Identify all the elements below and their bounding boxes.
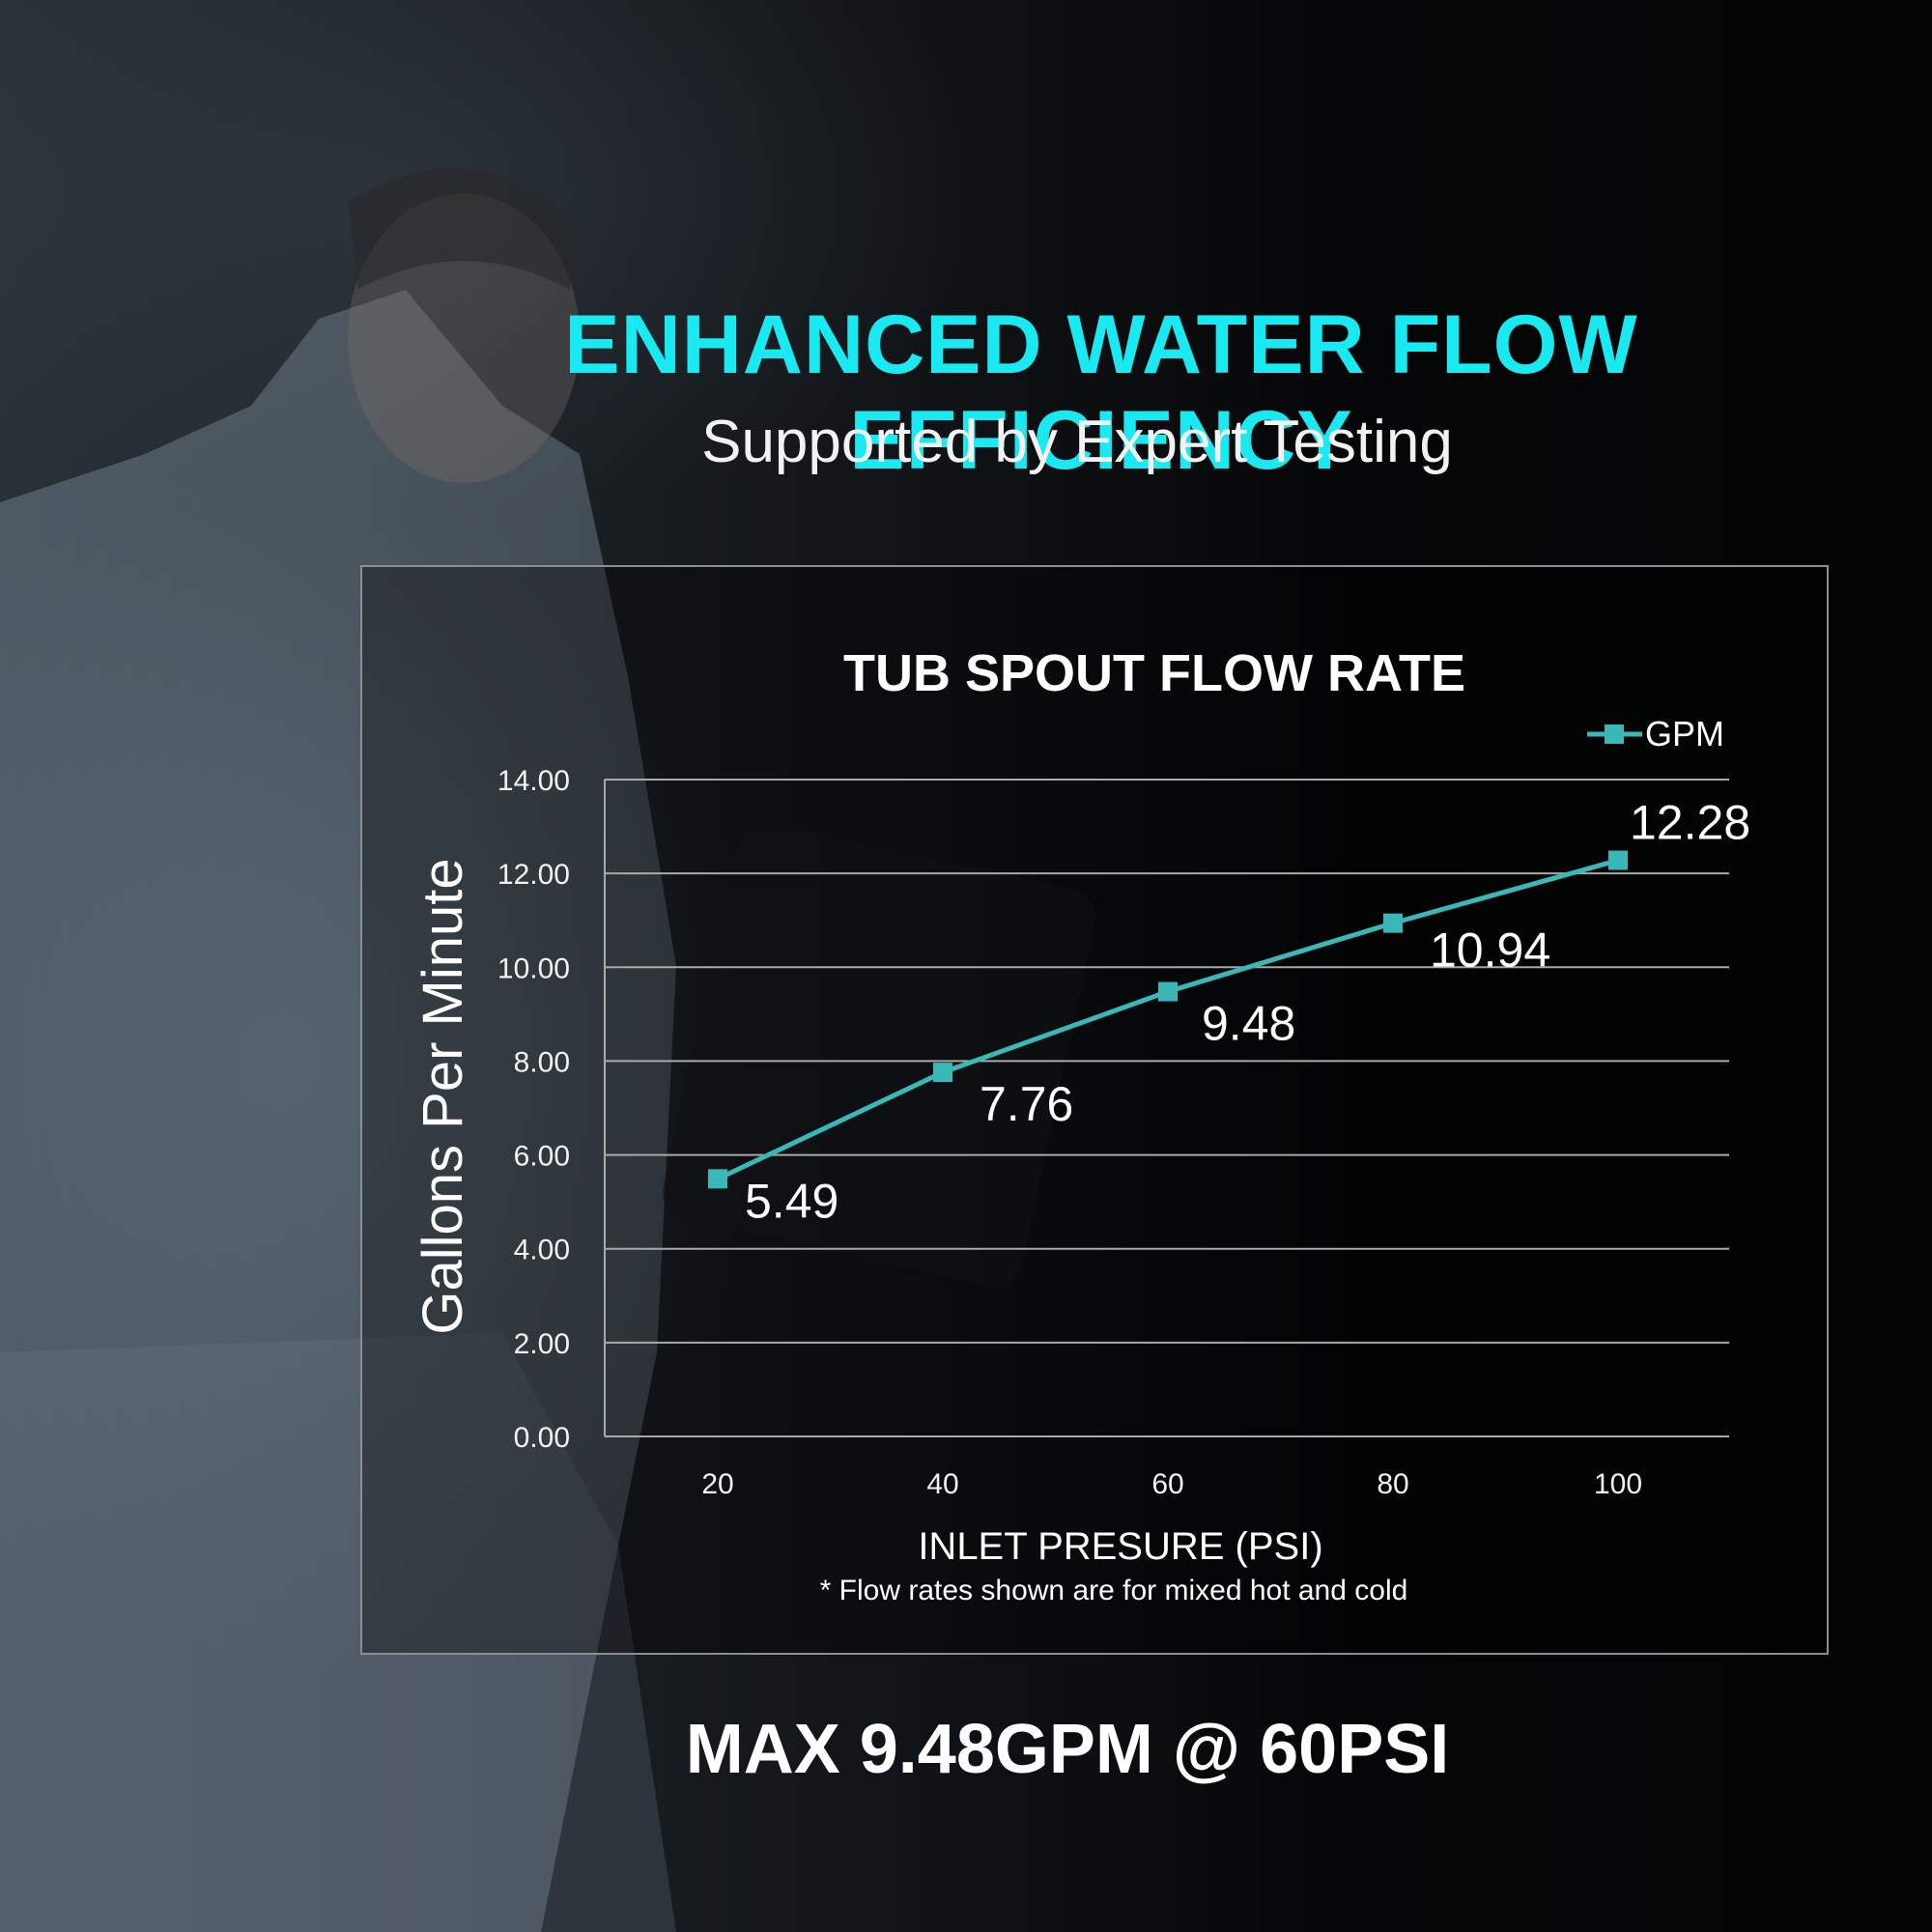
chart-title: TUB SPOUT FLOW RATE xyxy=(843,644,1465,702)
data-point xyxy=(933,1063,952,1083)
max-flow-claim: MAX 9.48GPM @ 60PSI xyxy=(685,1711,1450,1788)
data-label: 12.28 xyxy=(1630,796,1750,850)
y-tick-label: 10.00 xyxy=(497,952,570,984)
data-point xyxy=(708,1169,727,1189)
series-line-gpm xyxy=(716,858,1619,1181)
headline: ENHANCED WATER FLOW EFFICIENCY xyxy=(564,298,1638,487)
y-tick-label: 6.00 xyxy=(514,1141,570,1173)
y-axis-label: Gallons Per Minute xyxy=(412,858,474,1334)
y-tick-label: 14.00 xyxy=(497,765,570,797)
y-tick-label: 8.00 xyxy=(514,1046,570,1078)
y-tick-label: 12.00 xyxy=(497,859,570,891)
y-tick-label: 2.00 xyxy=(514,1328,570,1360)
series-gpm: 5.49 7.76 9.48 10.94 12.28 xyxy=(708,796,1750,1228)
x-tick-labels: 20 40 60 80 100 xyxy=(701,1468,1642,1500)
x-tick-label: 40 xyxy=(926,1468,958,1500)
legend-marker xyxy=(1605,724,1624,744)
data-label: 10.94 xyxy=(1430,923,1550,978)
y-tick-label: 4.00 xyxy=(514,1235,570,1266)
data-point xyxy=(1158,981,1178,1002)
x-axis-label: INLET PRESURE (PSI) xyxy=(918,1525,1322,1568)
legend: GPM xyxy=(1587,714,1724,753)
data-label: 9.48 xyxy=(1202,997,1295,1051)
chart-footnote: * Flow rates shown are for mixed hot and… xyxy=(820,1575,1408,1606)
data-label: 5.49 xyxy=(745,1174,838,1228)
x-tick-label: 60 xyxy=(1151,1468,1183,1500)
y-tick-label: 0.00 xyxy=(514,1422,570,1454)
data-label: 7.76 xyxy=(980,1077,1073,1131)
legend-label-gpm: GPM xyxy=(1645,714,1724,753)
data-point xyxy=(1383,913,1403,933)
data-point xyxy=(1608,850,1628,870)
y-tick-labels: 0.00 2.00 4.00 6.00 8.00 10.00 12.00 14.00 xyxy=(497,765,570,1454)
gridlines xyxy=(604,779,1729,1437)
x-tick-label: 80 xyxy=(1377,1468,1408,1500)
x-tick-label: 100 xyxy=(1594,1468,1642,1500)
subheadline: Supported by Expert Testing xyxy=(701,409,1453,475)
x-tick-label: 20 xyxy=(701,1468,733,1500)
